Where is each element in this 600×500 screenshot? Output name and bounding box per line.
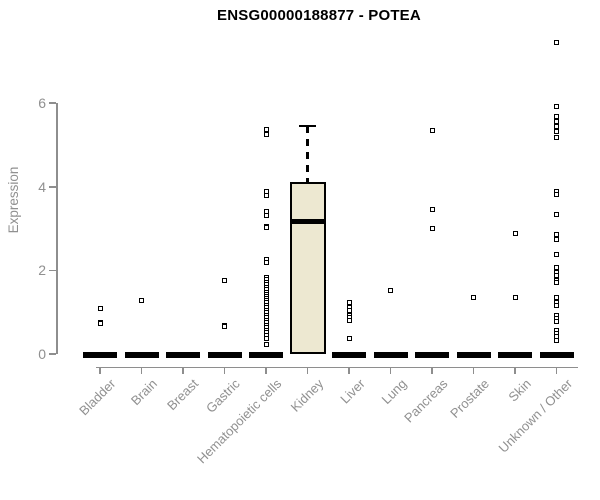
data-point: [554, 123, 559, 129]
data-point: [429, 127, 435, 133]
data-point: [554, 236, 559, 242]
data-point: [263, 335, 269, 341]
zero-median-bar: [498, 351, 532, 358]
zero-median-bar: [124, 351, 159, 358]
data-point: [346, 335, 352, 341]
zero-median-bar: [166, 351, 200, 358]
data-point: [554, 128, 559, 134]
data-point: [346, 308, 352, 314]
data-point: [263, 225, 269, 231]
data-point: [554, 337, 559, 343]
y-axis-tick: [49, 186, 56, 188]
x-category-label: Pancreas: [401, 376, 451, 426]
data-point: [139, 297, 144, 303]
x-category-label: Prostate: [447, 376, 493, 421]
zero-median-bar: [332, 351, 366, 358]
data-point: [554, 103, 559, 109]
zero-median-bar: [249, 351, 283, 358]
data-point: [554, 118, 559, 124]
y-axis-tick: [49, 102, 56, 104]
data-point: [471, 294, 476, 300]
zero-median-bar: [207, 351, 242, 358]
x-category-label: Brain: [128, 376, 161, 409]
x-category-label: Breast: [164, 376, 202, 414]
data-point: [554, 134, 559, 140]
box: [289, 182, 326, 354]
data-point: [554, 251, 559, 257]
data-point: [429, 207, 435, 213]
x-axis-tick: [223, 367, 226, 374]
data-point: [222, 277, 227, 283]
x-category-label: Lung: [378, 376, 410, 408]
data-point: [263, 259, 269, 265]
whisker-cap: [299, 124, 316, 128]
data-point: [97, 321, 103, 327]
data-point: [263, 208, 269, 214]
data-point: [222, 323, 227, 329]
x-axis-tick: [514, 367, 516, 374]
x-axis-tick: [555, 367, 558, 374]
x-axis-tick: [472, 367, 475, 374]
x-axis-line: [96, 366, 578, 368]
x-axis-tick: [140, 367, 143, 374]
data-point: [263, 193, 269, 199]
data-point: [554, 191, 559, 197]
zero-median-bar: [415, 351, 449, 358]
zero-median-bar: [373, 351, 408, 358]
y-tick-label: 2: [38, 262, 46, 279]
x-axis-tick: [306, 367, 309, 374]
x-axis-tick: [348, 367, 350, 374]
data-point: [512, 294, 518, 300]
data-point: [263, 213, 269, 219]
y-tick-label: 0: [38, 346, 46, 362]
x-category-label: Skin: [505, 376, 534, 405]
data-point: [263, 132, 269, 138]
x-axis-tick: [431, 367, 433, 374]
y-axis-tick: [49, 269, 56, 272]
x-category-label: Kidney: [287, 376, 327, 415]
data-point: [554, 212, 559, 218]
data-point: [346, 299, 352, 305]
data-point: [429, 225, 435, 231]
x-category-label: Liver: [337, 376, 368, 407]
x-axis-tick: [99, 367, 101, 374]
x-category-label: Unknown / Other: [495, 376, 576, 456]
x-category-label: Bladder: [76, 376, 119, 419]
data-point: [512, 230, 518, 236]
y-axis-tick: [49, 353, 56, 355]
data-point: [554, 231, 559, 237]
data-point: [554, 319, 559, 325]
data-point: [554, 113, 559, 119]
x-category-label: Gastric: [203, 376, 244, 416]
zero-median-bar: [456, 351, 491, 358]
x-axis-tick: [389, 367, 392, 374]
y-tick-label: 4: [38, 178, 46, 195]
chart-title: ENSG00000188877 - POTEA: [217, 7, 421, 24]
y-tick-label: 6: [38, 95, 46, 112]
data-point: [263, 342, 269, 348]
zero-median-bar: [539, 351, 574, 358]
data-point: [263, 126, 269, 132]
data-point: [388, 287, 393, 293]
x-axis-tick: [265, 367, 267, 374]
data-point: [554, 264, 559, 270]
median-line: [289, 219, 326, 225]
whisker-line: [306, 126, 309, 183]
y-axis-line: [56, 103, 58, 354]
data-point: [346, 317, 352, 323]
data-point: [554, 39, 559, 45]
data-point: [554, 302, 559, 308]
zero-median-bar: [83, 351, 117, 358]
data-point: [554, 280, 559, 286]
data-point: [97, 305, 103, 311]
x-axis-tick: [182, 367, 184, 374]
